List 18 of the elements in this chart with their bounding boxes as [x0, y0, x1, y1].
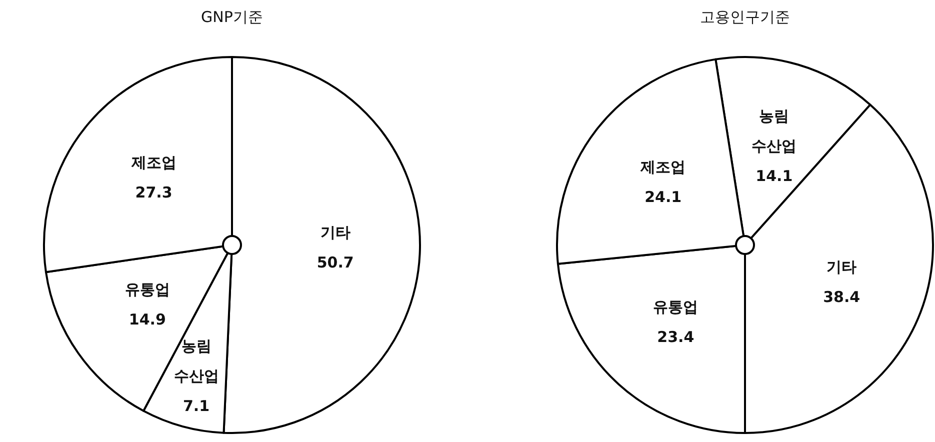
slice-label: 제조업	[640, 158, 686, 176]
slice-label: 농림 수산업	[174, 336, 219, 385]
data-label: 50.7	[316, 254, 354, 272]
data-label: 7.1	[182, 396, 210, 415]
slice-label: 기타	[320, 224, 350, 242]
slice-label: 농림 수산업	[752, 107, 797, 156]
slice-label: 유통업	[653, 298, 698, 316]
data-label: 14.1	[756, 167, 793, 186]
data-label: 14.9	[128, 310, 166, 329]
data-label: 24.1	[644, 188, 682, 206]
data-label: 23.4	[657, 328, 694, 346]
data-label: 27.3	[135, 184, 172, 202]
slice-label: 기타	[826, 258, 857, 276]
data-label: 38.4	[823, 288, 860, 306]
slice-label: 유통업	[124, 280, 170, 299]
slice-label: 제조업	[130, 154, 176, 172]
chart-title: GNP기준	[201, 8, 263, 26]
chart-title: 고용인구기준	[700, 8, 790, 26]
